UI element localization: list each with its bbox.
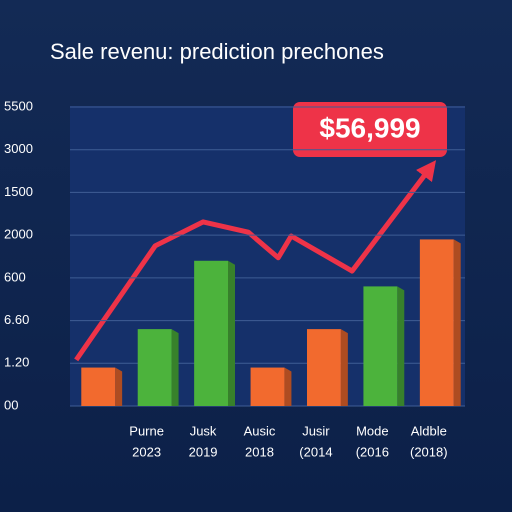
x-tick-label: Purne: [129, 423, 164, 438]
bar: [81, 367, 116, 406]
bar: [137, 329, 172, 406]
bar: [307, 329, 341, 406]
x-tick-label: Mode: [356, 423, 389, 438]
x-tick-label: Ausic: [244, 423, 276, 438]
annotation: $56,999: [319, 112, 420, 143]
bar: [419, 239, 454, 406]
x-tick-label: (2016: [356, 444, 389, 459]
bar-side: [115, 367, 123, 406]
bar: [194, 260, 228, 406]
y-tick-label: 1500: [4, 184, 33, 199]
x-tick-label: Jusk: [190, 423, 217, 438]
y-tick-label: 5500: [4, 98, 33, 113]
x-tick-label: (2018): [410, 444, 448, 459]
trend-line: [74, 160, 437, 362]
bar: [250, 367, 285, 406]
y-tick-label: 2000: [4, 227, 33, 242]
y-tick-label: 6.60: [4, 312, 29, 327]
x-tick-label: 2018: [245, 444, 274, 459]
x-tick-label: 2023: [132, 444, 161, 459]
y-tick-label: 600: [4, 269, 26, 284]
chart-title: Sale revenu: prediction prechones: [50, 39, 384, 64]
bar-side: [228, 260, 235, 406]
y-tick-label: 3000: [4, 141, 33, 156]
x-tick-label: Jusir: [302, 423, 330, 438]
bar: [363, 286, 398, 406]
bar-side: [284, 367, 292, 406]
annotation-box: [293, 102, 447, 157]
x-tick-label: 2019: [189, 444, 218, 459]
bar-side: [340, 329, 348, 406]
bar-side: [171, 329, 179, 406]
x-tick-label: Aldble: [411, 423, 447, 438]
x-tick-label: (2014: [299, 444, 332, 459]
y-tick-label: 00: [4, 397, 18, 412]
y-tick-label: 1.20: [4, 355, 29, 370]
bar-side: [397, 286, 405, 406]
bar-side: [453, 239, 461, 406]
